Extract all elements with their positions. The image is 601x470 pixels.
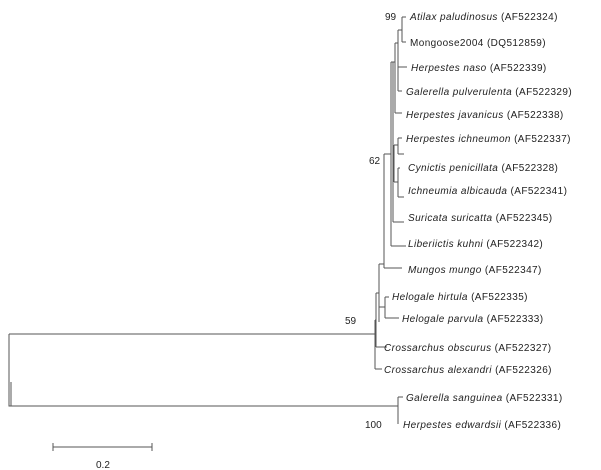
bootstrap-value-outgroup: 100 [365,420,382,431]
taxon-label-galerella-pulverulenta: Galerella pulverulenta (AF522329) [406,87,572,98]
taxon-label-mungos: Mungos mungo (AF522347) [408,265,542,276]
taxon-label-herpestes-javanicus: Herpestes javanicus (AF522338) [406,110,564,121]
taxon-label-atilax: Atilax paludinosus (AF522324) [409,12,558,23]
taxon-label-crossarchus-obscurus: Crossarchus obscurus (AF522327) [384,343,551,354]
taxon-label-ichneumia: Ichneumia albicauda (AF522341) [408,186,567,197]
taxon-label-suricata: Suricata suricatta (AF522345) [408,213,552,224]
taxon-label-herpestes-naso: Herpestes naso (AF522339) [411,63,547,74]
taxon-label-helogale-parvula: Helogale parvula (AF522333) [402,314,543,325]
bootstrap-values: 99 62 59 100 [345,12,397,431]
taxon-label-crossarchus-alexandri: Crossarchus alexandri (AF522326) [384,365,552,376]
taxon-label-herpestes-ichneumon: Herpestes ichneumon (AF522337) [406,134,571,145]
scale-bar-line [52,443,153,451]
scale-bar-label: 0.2 [96,460,110,470]
taxon-label-cynictis: Cynictis penicillata (AF522328) [408,163,558,174]
taxon-label-liberiictis: Liberiictis kuhni (AF522342) [408,239,543,250]
tree-branches [8,16,407,424]
taxon-label-mongoose2004: Mongoose2004 (DQ512859) [410,38,546,49]
taxon-labels: Atilax paludinosus (AF522324) Mongoose20… [384,12,572,431]
bootstrap-value-atilax-mongoose: 99 [385,12,397,23]
taxon-label-herpestes-edwardsii: Herpestes edwardsii (AF522336) [403,420,561,431]
taxon-label-helogale-hirtula: Helogale hirtula (AF522335) [392,292,528,303]
scale-bar: 0.2 [52,443,153,470]
taxon-label-galerella-sanguinea: Galerella sanguinea (AF522331) [406,393,563,404]
bootstrap-value-main-clade: 62 [369,156,381,167]
bootstrap-value-ingroup: 59 [345,316,357,327]
